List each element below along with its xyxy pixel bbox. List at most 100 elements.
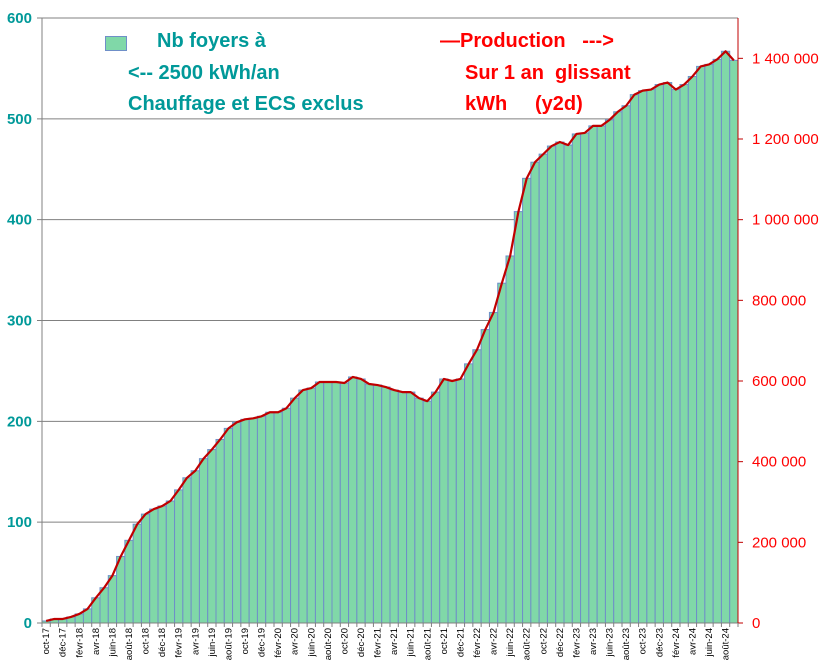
x-axis-tick-label: déc-19	[257, 628, 268, 657]
right-axis-tick-label: 800 000	[752, 292, 806, 309]
x-axis-tick-label: août-20	[323, 628, 334, 660]
bar	[314, 381, 325, 624]
bar	[480, 329, 490, 624]
x-axis-tick-label: juin-19	[207, 628, 218, 658]
bar	[439, 378, 449, 624]
bar	[613, 111, 623, 624]
x-axis-tick-label: oct-17	[41, 628, 52, 654]
production-line	[45, 50, 735, 623]
legend-bars-line1: Nb foyers à	[157, 30, 266, 52]
bar	[621, 105, 631, 624]
bar	[447, 380, 457, 624]
x-axis-tick-label: août-21	[422, 628, 433, 660]
bar	[165, 500, 176, 624]
bar	[389, 389, 399, 624]
bar	[190, 470, 200, 624]
legend-bar-swatch	[105, 36, 127, 51]
x-axis-tick-label: févr-21	[373, 628, 384, 658]
right-axis-tick-label: 200 000	[752, 534, 806, 551]
bar	[538, 153, 548, 624]
bar	[348, 376, 358, 624]
bar	[696, 65, 706, 624]
bar	[306, 387, 316, 624]
bar	[331, 381, 341, 624]
bar	[198, 458, 209, 624]
left-axis-tick-label: 100	[7, 514, 32, 531]
bar	[596, 125, 606, 624]
bar	[720, 50, 731, 624]
x-axis-tick-label: déc-21	[455, 628, 466, 657]
bar	[265, 411, 275, 624]
bar	[223, 427, 234, 624]
bar	[704, 63, 714, 624]
right-axis-tick-label: 400 000	[752, 454, 806, 471]
bar	[505, 255, 515, 624]
right-axis-tick-label: 1 400 000	[752, 50, 819, 67]
bar	[107, 575, 118, 624]
left-axis-tick-label: 600	[7, 10, 32, 27]
x-axis-tick-label: août-19	[223, 628, 234, 660]
x-axis-tick-label: avr-18	[91, 628, 102, 655]
x-axis-tick-label: avr-23	[588, 628, 599, 655]
bar	[290, 397, 300, 624]
legend-line-line2: Sur 1 an glissant	[465, 62, 631, 84]
bar	[323, 381, 333, 624]
x-axis-tick-label: févr-24	[671, 628, 682, 658]
x-axis-tick-label: févr-19	[174, 628, 185, 658]
bar	[729, 59, 739, 624]
tick-labels: 0 100 200 300 400 500 600 0 200 000 400 000 600 00…	[7, 10, 819, 660]
bar	[671, 89, 681, 624]
bar	[232, 421, 242, 624]
bar	[273, 411, 283, 624]
bar	[497, 282, 507, 624]
bar	[488, 311, 499, 624]
bar	[124, 539, 134, 624]
left-axis-tick-label: 500	[7, 111, 32, 128]
x-axis-tick-label: oct-19	[240, 628, 251, 654]
x-axis-tick-label: avr-20	[290, 628, 301, 655]
right-axis-tick-label: 1 000 000	[752, 212, 819, 229]
bar	[588, 125, 598, 624]
bar	[679, 84, 689, 624]
legend-line-line1: —Production --->	[440, 30, 614, 52]
bar	[240, 418, 250, 624]
x-axis-tick-label: août-22	[522, 628, 533, 660]
x-axis-tick-label: déc-22	[555, 628, 566, 657]
x-axis-tick-label: févr-23	[571, 628, 582, 658]
x-axis-tick-label: août-23	[621, 628, 632, 660]
bar	[207, 449, 217, 624]
x-axis-tick-label: oct-20	[339, 628, 350, 654]
bar	[662, 82, 673, 624]
left-axis-tick-label: 300	[7, 313, 32, 330]
x-axis-tick-label: févr-22	[472, 628, 483, 658]
x-axis-tick-label: oct-22	[538, 628, 549, 654]
x-axis-tick-label: déc-17	[58, 628, 69, 657]
right-axis-tick-label: 600 000	[752, 373, 806, 390]
axes	[41, 18, 743, 627]
bar	[298, 389, 308, 624]
bar	[712, 58, 722, 624]
bar	[149, 508, 159, 624]
bar	[182, 477, 192, 624]
bar	[464, 363, 474, 624]
bar	[414, 397, 424, 624]
bar	[638, 90, 648, 624]
x-axis-tick-label: oct-23	[638, 628, 649, 654]
bar	[604, 119, 615, 624]
bar	[629, 94, 640, 624]
bar	[430, 391, 441, 624]
bar	[563, 144, 573, 624]
bar	[646, 89, 656, 624]
x-axis-tick-label: août-24	[721, 628, 732, 660]
bars	[41, 50, 739, 624]
x-axis-tick-label: févr-20	[273, 628, 284, 658]
bar	[422, 400, 432, 624]
bar	[546, 145, 557, 624]
bar	[140, 513, 151, 624]
x-axis-tick-label: avr-24	[687, 628, 698, 655]
x-axis-tick-label: oct-18	[141, 628, 152, 654]
x-axis-tick-label: déc-23	[654, 628, 665, 657]
x-axis-tick-label: avr-22	[489, 628, 500, 655]
legend-line-line3: kWh (y2d)	[465, 93, 583, 115]
